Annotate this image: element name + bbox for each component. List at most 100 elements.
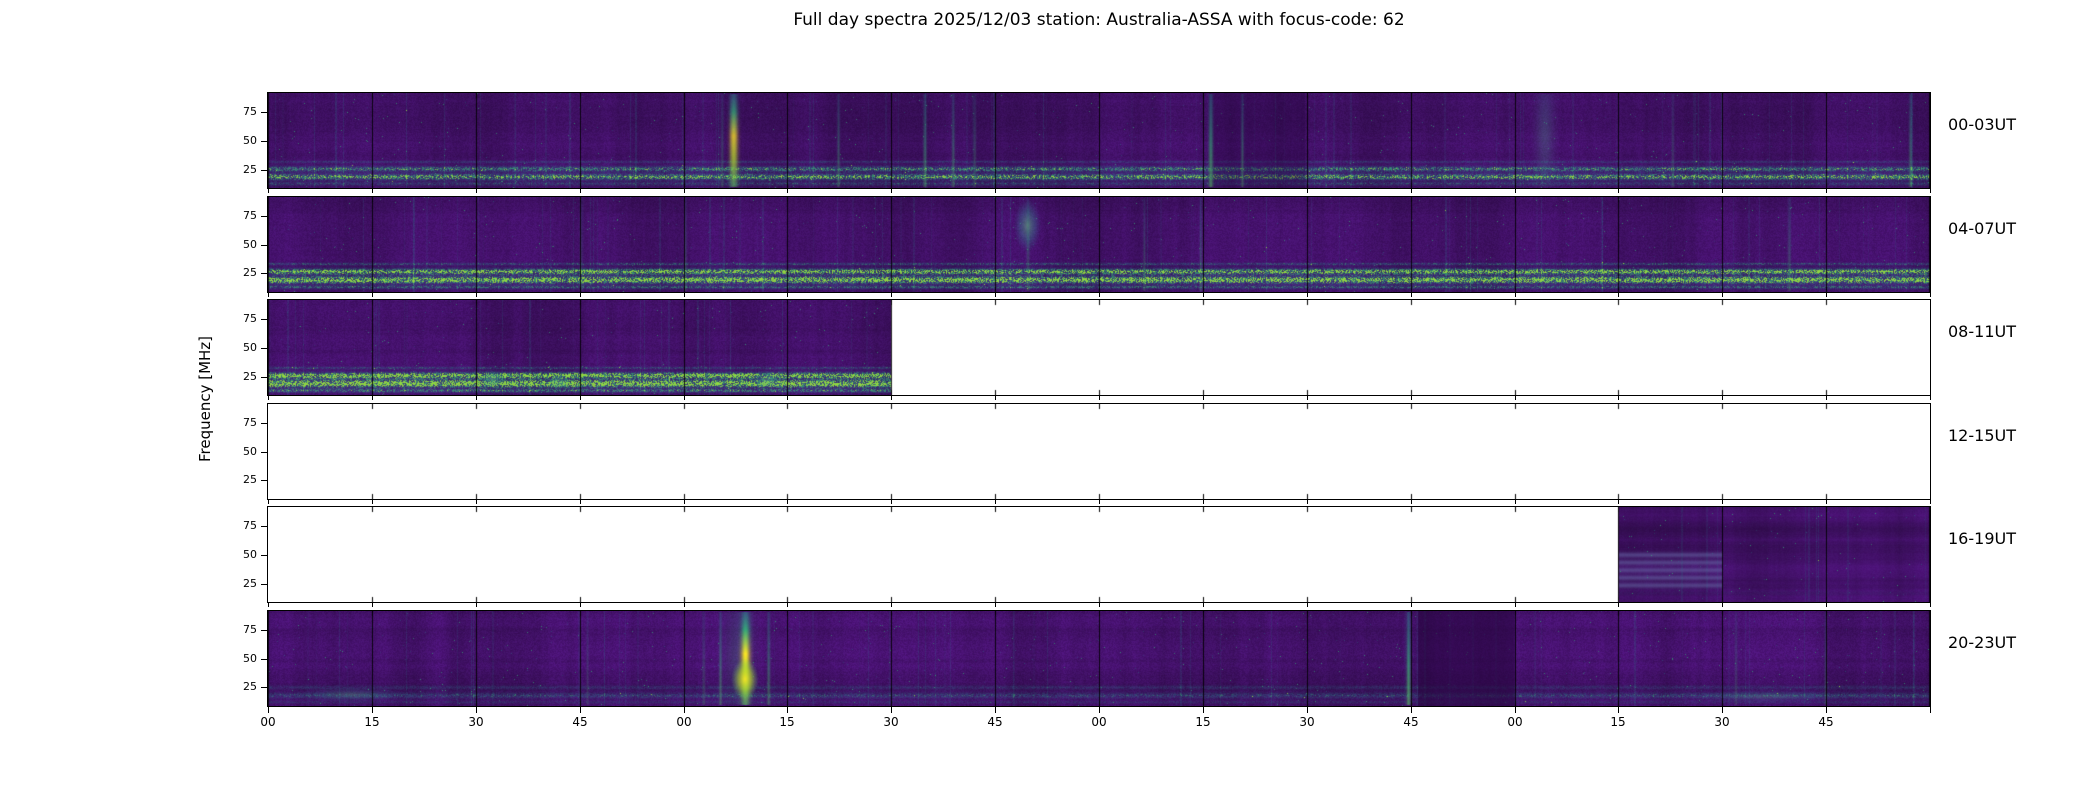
x-tick — [1826, 499, 1827, 504]
x-tick — [787, 706, 788, 713]
y-tick — [261, 480, 267, 481]
y-tick-label: 75 — [243, 312, 257, 325]
x-tick-label: 00 — [1091, 714, 1107, 729]
x-tick — [1930, 499, 1931, 504]
x-tick — [1203, 292, 1204, 297]
x-tick — [580, 499, 581, 504]
x-tick-label: 45 — [572, 714, 588, 729]
spectra-row-00-03UT — [267, 92, 1931, 189]
x-tick-label: 30 — [468, 714, 484, 729]
x-tick — [1930, 706, 1931, 713]
spectrogram-canvas-16-19UT — [268, 507, 1930, 602]
x-tick — [1203, 499, 1204, 504]
x-tick — [1930, 292, 1931, 297]
spectrogram-canvas-04-07UT — [268, 196, 1930, 292]
x-tick-label: 15 — [1610, 714, 1626, 729]
x-tick — [1515, 706, 1516, 713]
row-label-12-15UT: 12-15UT — [1948, 425, 2016, 445]
spectra-row-16-19UT — [267, 506, 1931, 603]
x-tick-label: 00 — [1507, 714, 1523, 729]
x-tick — [1411, 706, 1412, 713]
x-tick-label: 45 — [1818, 714, 1834, 729]
y-tick-label: 25 — [243, 266, 257, 279]
x-tick — [995, 292, 996, 297]
x-tick — [476, 396, 477, 400]
x-tick — [684, 499, 685, 504]
x-tick — [1515, 499, 1516, 504]
spectrogram-canvas-12-15UT — [268, 403, 1930, 499]
y-tick — [261, 526, 267, 527]
x-tick — [787, 292, 788, 297]
x-tick — [1618, 396, 1619, 400]
y-tick-label: 25 — [243, 680, 257, 693]
x-tick — [1826, 706, 1827, 713]
x-tick — [1618, 706, 1619, 713]
x-tick — [1930, 189, 1931, 193]
x-tick — [891, 499, 892, 504]
spectra-row-12-15UT — [267, 402, 1931, 500]
row-label-20-23UT: 20-23UT — [1948, 632, 2016, 652]
y-tick — [261, 423, 267, 424]
x-tick — [268, 189, 269, 193]
y-tick — [261, 319, 267, 320]
x-tick — [1099, 499, 1100, 504]
x-tick-label: 45 — [987, 714, 1003, 729]
x-tick — [476, 603, 477, 607]
x-tick — [1411, 396, 1412, 400]
x-tick — [787, 603, 788, 607]
x-tick — [476, 499, 477, 504]
x-tick — [1515, 189, 1516, 193]
x-tick — [891, 292, 892, 297]
spectrogram-canvas-00-03UT — [268, 93, 1930, 188]
x-tick — [476, 189, 477, 193]
y-tick — [261, 555, 267, 556]
x-tick — [1722, 189, 1723, 193]
y-tick — [261, 141, 267, 142]
x-tick — [684, 396, 685, 400]
x-tick-label: 00 — [676, 714, 692, 729]
y-tick — [261, 630, 267, 631]
y-tick-label: 75 — [243, 623, 257, 636]
y-tick-label: 50 — [243, 445, 257, 458]
x-tick — [1307, 396, 1308, 400]
y-tick-label: 75 — [243, 519, 257, 532]
spectra-row-20-23UT — [267, 609, 1931, 707]
x-tick — [1203, 396, 1204, 400]
x-tick — [1722, 706, 1723, 713]
y-tick — [261, 273, 267, 274]
x-tick — [372, 189, 373, 193]
x-tick — [1515, 603, 1516, 607]
y-tick — [261, 687, 267, 688]
y-tick — [261, 452, 267, 453]
x-tick — [1515, 396, 1516, 400]
x-tick — [684, 292, 685, 297]
x-tick-label: 15 — [364, 714, 380, 729]
x-tick — [476, 292, 477, 297]
x-tick — [1203, 706, 1204, 713]
x-tick — [995, 396, 996, 400]
y-tick — [261, 348, 267, 349]
y-tick — [261, 245, 267, 246]
x-tick — [787, 499, 788, 504]
x-tick — [1826, 396, 1827, 400]
x-tick — [1307, 603, 1308, 607]
x-tick-label: 30 — [883, 714, 899, 729]
x-tick — [268, 706, 269, 713]
spectra-row-08-11UT — [267, 299, 1931, 396]
x-tick-label: 45 — [1403, 714, 1419, 729]
row-label-04-07UT: 04-07UT — [1948, 218, 2016, 238]
x-tick — [372, 603, 373, 607]
spectrogram-canvas-08-11UT — [268, 300, 1930, 395]
x-tick — [891, 189, 892, 193]
x-tick — [1411, 499, 1412, 504]
y-tick — [261, 216, 267, 217]
x-tick — [684, 706, 685, 713]
x-tick — [580, 292, 581, 297]
x-tick — [372, 396, 373, 400]
x-tick — [995, 706, 996, 713]
x-tick-label: 30 — [1714, 714, 1730, 729]
x-tick — [580, 706, 581, 713]
x-tick — [1307, 292, 1308, 297]
x-tick-label: 00 — [260, 714, 276, 729]
